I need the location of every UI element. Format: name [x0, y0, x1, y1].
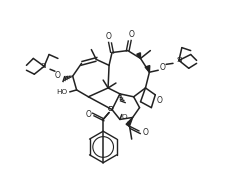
Text: O: O — [107, 106, 113, 112]
Text: O: O — [128, 30, 134, 39]
Text: O: O — [156, 96, 162, 105]
Polygon shape — [144, 65, 149, 72]
Text: O: O — [107, 106, 112, 112]
Text: Si: Si — [41, 63, 47, 69]
Text: Si: Si — [176, 57, 182, 63]
Text: O: O — [85, 110, 91, 119]
Text: HO: HO — [56, 89, 68, 95]
Text: O: O — [142, 128, 148, 137]
Polygon shape — [126, 117, 132, 126]
Text: O: O — [105, 32, 110, 41]
Text: O: O — [122, 114, 127, 121]
Polygon shape — [136, 53, 140, 58]
Text: O: O — [159, 63, 164, 72]
Text: O: O — [55, 71, 61, 80]
